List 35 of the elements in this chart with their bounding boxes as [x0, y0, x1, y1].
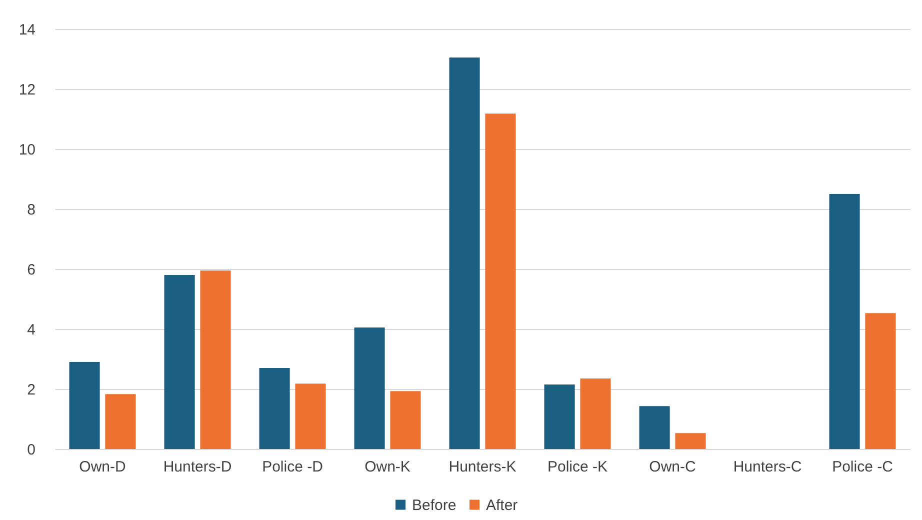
y-tick-label: 4 [27, 322, 36, 338]
bar [865, 313, 896, 449]
bar [69, 362, 100, 449]
bar [829, 194, 860, 449]
bar [105, 394, 136, 449]
x-tick-label: Own-C [649, 458, 696, 476]
x-tick-label: Hunters-D [163, 458, 232, 476]
y-tick-label: 6 [27, 262, 36, 278]
bar [295, 384, 326, 449]
y-tick-label: 0 [27, 442, 36, 458]
bar [259, 368, 290, 449]
x-tick-label: Hunters-K [448, 458, 516, 476]
bar [164, 275, 195, 449]
bar [390, 391, 421, 449]
y-tick-label: 2 [27, 382, 36, 398]
y-tick-label: 12 [18, 82, 36, 98]
bar [354, 328, 385, 449]
y-tick-label: 14 [18, 22, 36, 38]
bar [449, 58, 480, 449]
bar [675, 433, 706, 449]
x-tick-label: Police -C [832, 458, 894, 476]
x-tick-label: Hunters-C [733, 458, 802, 476]
legend-label: After [486, 496, 518, 514]
bar [200, 270, 231, 449]
x-tick-label: Police -D [262, 458, 324, 476]
bar [544, 384, 575, 449]
bar [580, 378, 611, 449]
x-tick-label: Own-D [79, 458, 126, 476]
x-tick-label: Own-K [364, 458, 410, 476]
legend-label: Before [412, 496, 456, 514]
y-tick-label: 8 [27, 202, 36, 218]
bar [639, 406, 670, 449]
x-tick-label: Police -K [547, 458, 608, 476]
bar [485, 114, 516, 449]
y-tick-label: 10 [18, 142, 36, 158]
